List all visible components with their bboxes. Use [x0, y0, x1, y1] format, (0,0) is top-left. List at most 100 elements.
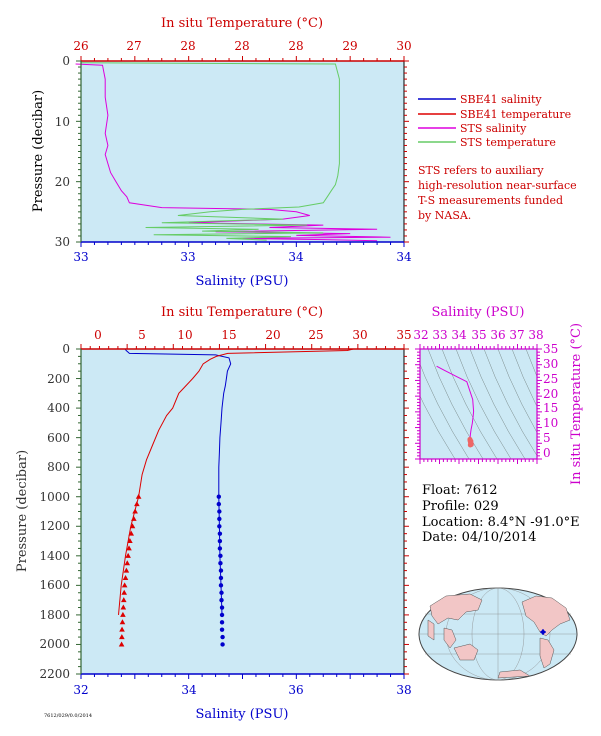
full-profile-series-3-point-0	[135, 493, 142, 499]
full-profile-series-2-point-0	[216, 494, 222, 499]
full-profile-series-2-point-8	[218, 553, 223, 559]
full-profile-series-3-point-9	[124, 560, 131, 566]
full-profile-top-tick-5: 25	[308, 328, 323, 342]
ts-y-tick-6: 30	[543, 357, 558, 371]
full-profile-bottom-tick-2: 36	[288, 683, 303, 697]
float-info: Float: 7612 Profile: 029 Location: 8.4°N…	[422, 483, 580, 545]
full-profile-series-2-point-18	[219, 627, 225, 632]
ts-diagram: 32 33 34 35 36 37 38 Salinity (PSU) 0 5 …	[413, 305, 584, 485]
full-profile-y-tick-4: 800	[47, 460, 70, 474]
full-profile-series-2-point-13	[219, 590, 224, 595]
footer-id: 7612/029/0.0/2014	[44, 713, 92, 719]
full-profile-y-tick-7: 1400	[39, 549, 70, 563]
full-profile-series-2-point-14	[219, 597, 224, 603]
near-surface-y-axis-label: Pressure (decibar)	[31, 90, 46, 212]
legend-label-sts-temperature: STS temperature	[460, 136, 556, 149]
ts-density-contours	[420, 349, 537, 459]
full-profile-y-tick-6: 1200	[39, 519, 70, 533]
full-profile-series-3-point-10	[123, 567, 130, 573]
near-surface-ticks	[76, 56, 409, 247]
ts-y-axis-label: In situ Temperature (°C)	[569, 323, 584, 485]
ts-y-tick-1: 5	[543, 431, 551, 445]
near-surface-top-tick-4: 28	[288, 39, 303, 53]
sts-note-line-2: high-resolution near-surface	[418, 179, 577, 192]
legend-label-sbe-temperature: SBE41 temperature	[460, 108, 571, 121]
ts-top-axis-label: Salinity (PSU)	[432, 305, 525, 320]
full-profile-series-2-point-5	[217, 531, 223, 536]
ts-top-tick-0: 32	[413, 328, 428, 342]
near-surface-bottom-axis-label: Salinity (PSU)	[196, 274, 289, 289]
ts-density-contour-4	[455, 349, 512, 459]
full-profile-y-axis-label: Pressure (decibar)	[15, 450, 30, 572]
near-surface-y-tick-2: 20	[55, 175, 70, 189]
full-profile-sbe41-salinity-line	[124, 348, 232, 615]
full-profile-top-tick-6: 30	[352, 328, 367, 342]
ts-y-tick-7: 35	[543, 342, 558, 356]
ts-y-tick-0: 0	[543, 446, 551, 460]
full-profile-y-tick-0: 0	[62, 342, 70, 356]
full-profile-series-3-point-16	[120, 611, 126, 617]
ts-y-tick-2: 10	[543, 416, 558, 430]
profile-date: Date: 04/10/2014	[422, 530, 537, 545]
ts-density-contour-8	[511, 349, 537, 407]
full-profile-series-3-point-5	[128, 530, 134, 536]
full-profile-series-3-point-7	[126, 545, 132, 551]
ts-y-tick-4: 20	[543, 387, 558, 401]
float-position-marker	[540, 629, 546, 635]
ts-y-tick-3: 15	[543, 401, 558, 415]
full-profile-top-tick-7: 35	[396, 328, 411, 342]
full-profile-series-2-point-6	[217, 538, 223, 544]
full-profile-series-2-point-17	[219, 620, 225, 625]
full-profile-series-2-point-2	[217, 509, 222, 514]
ts-density-contour-2	[427, 349, 484, 459]
near-surface-bottom-tick-3: 34	[396, 250, 412, 264]
sts-note-line-1: STS refers to auxiliary	[418, 164, 544, 177]
full-profile-y-tick-3: 600	[47, 431, 70, 445]
full-profile-bottom-axis-label: Salinity (PSU)	[196, 707, 289, 722]
full-profile-sbe41-temperature-line	[118, 348, 354, 615]
full-profile-series-2-point-19	[220, 634, 225, 640]
full-profile-series-2-point-15	[219, 605, 225, 610]
near-surface-top-tick-0: 26	[73, 39, 88, 53]
full-profile-series-2-point-9	[218, 561, 223, 566]
full-profile-top-tick-3: 15	[221, 328, 236, 342]
full-profile-series-2-point-11	[218, 575, 224, 581]
full-profile-chart: 0 5 10 15 20 25 30 35 In situ Temperatur…	[15, 305, 412, 722]
full-profile-series-2-point-16	[219, 612, 225, 618]
full-profile-bottom-tick-0: 32	[73, 683, 88, 697]
full-profile-series-3-point-4	[129, 523, 136, 529]
ts-top-tick-6: 38	[528, 328, 543, 342]
full-profile-series-3-point-19	[119, 634, 125, 640]
ts-density-contour-9	[525, 349, 537, 378]
ts-top-tick-4: 36	[490, 328, 505, 342]
full-profile-series-3-point-14	[120, 597, 127, 603]
legend-label-sbe-salinity: SBE41 salinity	[460, 93, 542, 106]
full-profile-y-tick-11: 2200	[39, 667, 70, 681]
ts-density-contour-0	[420, 395, 456, 459]
full-profile-top-tick-1: 5	[138, 328, 146, 342]
near-surface-plot-area	[81, 61, 404, 242]
full-profile-series-3-point-2	[132, 508, 138, 514]
full-profile-series-2-point-1	[216, 501, 222, 507]
full-profile-series-2-point-3	[217, 516, 222, 522]
ts-density-contour-6	[483, 349, 537, 457]
near-surface-top-tick-5: 29	[342, 39, 357, 53]
full-profile-ticks	[76, 344, 409, 679]
near-surface-sts-salinity-line	[75, 63, 391, 242]
full-profile-series-3-point-11	[122, 574, 129, 580]
sts-note: STS refers to auxiliary high-resolution …	[418, 164, 577, 222]
full-profile-series-layer	[118, 348, 354, 647]
full-profile-series-3-point-13	[121, 589, 128, 595]
near-surface-top-tick-2: 28	[180, 39, 195, 53]
full-profile-y-tick-2: 400	[47, 401, 70, 415]
profile-number: Profile: 029	[422, 499, 499, 514]
near-surface-top-axis-label: In situ Temperature (°C)	[161, 16, 323, 31]
full-profile-series-3-point-12	[121, 582, 128, 588]
full-profile-top-axis-label: In situ Temperature (°C)	[161, 305, 323, 320]
near-surface-top-tick-1: 27	[126, 39, 141, 53]
full-profile-y-tick-5: 1000	[39, 490, 70, 504]
near-surface-y-tick-1: 10	[55, 115, 70, 129]
legend-label-sts-salinity: STS salinity	[460, 122, 527, 135]
ts-density-contour-7	[497, 349, 537, 433]
